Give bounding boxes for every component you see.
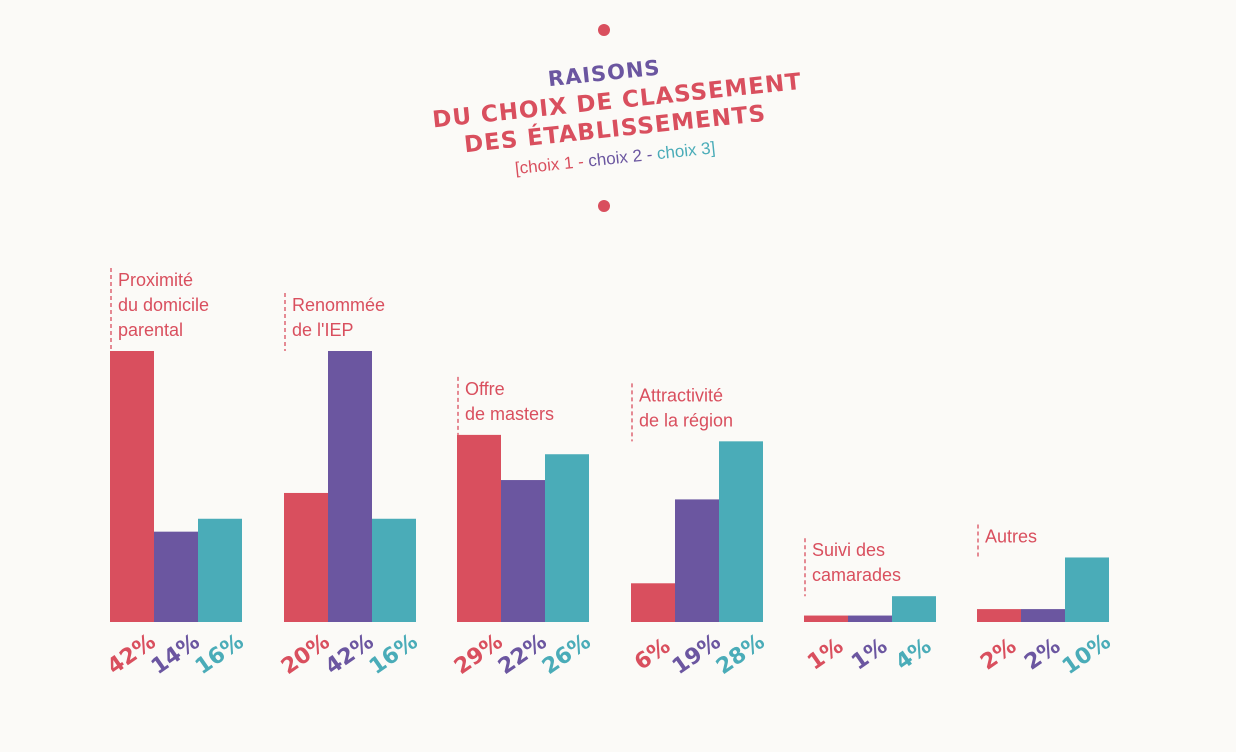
category-label: de la région bbox=[639, 410, 733, 430]
bar bbox=[1021, 609, 1065, 622]
value-label: 19% bbox=[668, 629, 725, 680]
value-label: 42% bbox=[103, 629, 160, 680]
bar bbox=[198, 518, 242, 622]
bar bbox=[328, 351, 372, 622]
category-label: Proximité bbox=[118, 270, 193, 290]
category-label: du domicile bbox=[118, 295, 209, 315]
category-label: Attractivité bbox=[639, 385, 723, 405]
value-label: 22% bbox=[494, 629, 551, 680]
value-label: 16% bbox=[191, 629, 248, 680]
bar bbox=[719, 441, 763, 622]
value-label: 28% bbox=[712, 629, 769, 680]
category-label: Offre bbox=[465, 379, 505, 399]
value-label: 20% bbox=[277, 629, 334, 680]
bar bbox=[977, 609, 1021, 622]
top-dot-icon bbox=[598, 24, 610, 36]
value-label: 16% bbox=[365, 629, 422, 680]
bar bbox=[892, 596, 936, 622]
bottom-dot-icon bbox=[598, 200, 610, 212]
category-label: de l'IEP bbox=[292, 320, 353, 340]
category-label: Autres bbox=[985, 526, 1037, 546]
value-label: 6% bbox=[630, 634, 675, 676]
value-label: 4% bbox=[891, 634, 936, 676]
bar bbox=[675, 499, 719, 622]
bar bbox=[1065, 557, 1109, 622]
value-label: 29% bbox=[450, 629, 507, 680]
value-label: 14% bbox=[147, 629, 204, 680]
category-label: Suivi des bbox=[812, 540, 885, 560]
bar bbox=[848, 615, 892, 622]
bar bbox=[457, 434, 501, 622]
category-label: Renommée bbox=[292, 295, 385, 315]
bar bbox=[501, 480, 545, 622]
bar bbox=[110, 351, 154, 622]
category-label: de masters bbox=[465, 404, 554, 424]
bar bbox=[545, 454, 589, 622]
value-label: 42% bbox=[321, 629, 378, 680]
bar bbox=[154, 531, 198, 622]
category-label: camarades bbox=[812, 565, 901, 585]
bar bbox=[631, 583, 675, 622]
value-label: 26% bbox=[538, 629, 595, 680]
bar bbox=[372, 518, 416, 622]
category-label: parental bbox=[118, 320, 183, 340]
value-label: 2% bbox=[1020, 634, 1065, 676]
bar bbox=[284, 492, 328, 622]
bar bbox=[804, 615, 848, 622]
value-label: 2% bbox=[976, 634, 1021, 676]
value-label: 1% bbox=[847, 634, 892, 676]
value-label: 1% bbox=[803, 634, 848, 676]
chart-title-block: RAISONS DU CHOIX DE CLASSEMENT DES ÉTABL… bbox=[0, 0, 1236, 230]
value-label: 10% bbox=[1058, 629, 1115, 680]
